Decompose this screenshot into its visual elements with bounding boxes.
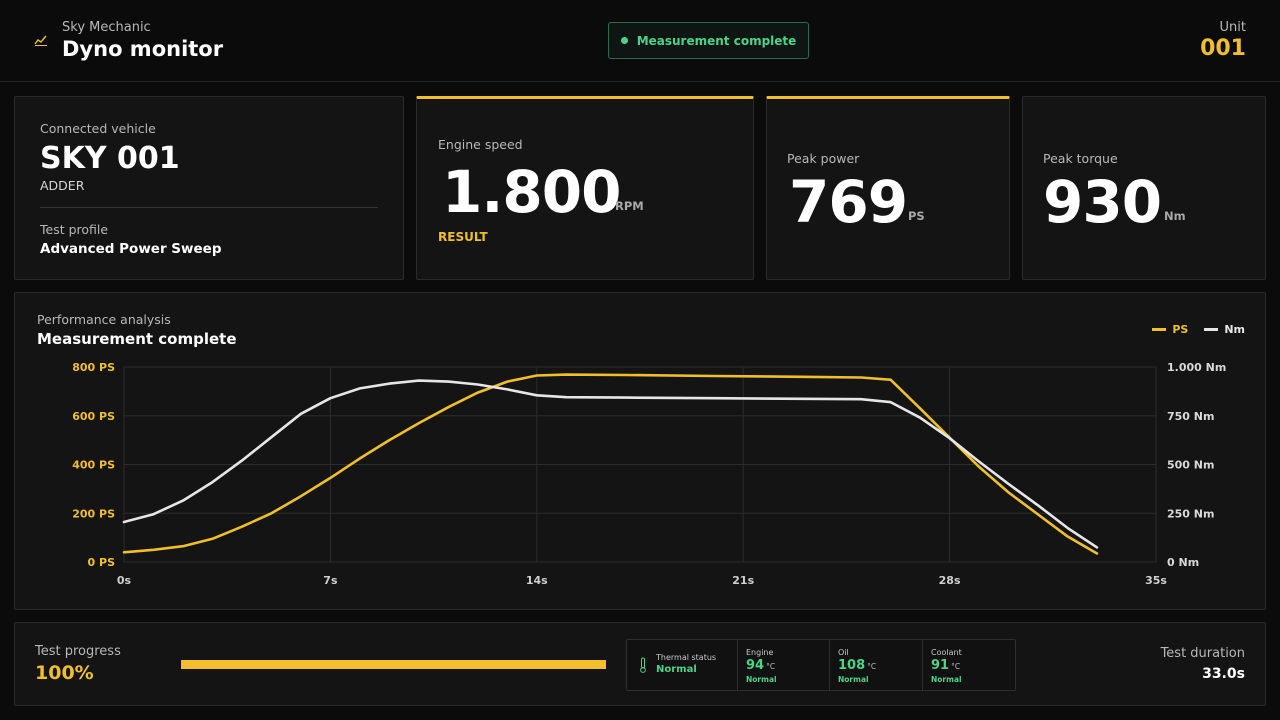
x-tick-label: 35s [1145, 574, 1167, 587]
legend-item-nm[interactable]: Nm [1204, 323, 1245, 336]
thermal-engine: Engine 94 °C Normal [738, 640, 830, 690]
status-badge: Measurement complete [608, 22, 809, 59]
engine-speed-card: Engine speed 1.800 RPM RESULT [416, 96, 754, 280]
app-header: Sky Mechanic Dyno monitor Measurement co… [0, 0, 1280, 82]
chart-title: Measurement complete [37, 330, 237, 348]
series-line-ps [122, 373, 1099, 555]
coolant-temp-unit: °C [951, 662, 961, 671]
legend-label-nm: Nm [1224, 323, 1245, 336]
brand-name: Sky Mechanic [62, 20, 151, 35]
thermal-status-panel: Thermal status Normal Engine 94 °C Normal… [626, 639, 1016, 691]
engine-temp-state: Normal [746, 675, 777, 684]
coolant-temp-value: 91 °C [931, 658, 960, 673]
coolant-temp-state: Normal [931, 675, 962, 684]
thermometer-icon [640, 657, 646, 673]
progress-value: 100% [35, 662, 94, 684]
oil-temp-unit: °C [867, 662, 877, 671]
progress-label: Test progress [35, 644, 121, 659]
peak-torque-card: Peak torque 930 Nm [1022, 96, 1266, 280]
peak-torque-unit: Nm [1164, 209, 1186, 223]
peak-power-unit: PS [908, 209, 925, 223]
engine-temp-label: Engine [746, 648, 774, 657]
legend-swatch-nm [1204, 328, 1219, 331]
peak-torque-label: Peak torque [1043, 151, 1118, 166]
legend-item-ps[interactable]: PS [1152, 323, 1188, 336]
y-right-tick-label: 750 Nm [1167, 410, 1214, 423]
y-right-tick-label: 1.000 Nm [1167, 361, 1226, 374]
thermal-oil: Oil 108 °C Normal [830, 640, 923, 690]
oil-temp-label: Oil [838, 648, 849, 657]
y-right-tick-label: 0 Nm [1167, 556, 1199, 569]
thermal-coolant: Coolant 91 °C Normal [923, 640, 1015, 690]
footer-panel: Test progress 100% Thermal status Normal… [14, 622, 1266, 706]
y-right-tick-label: 500 Nm [1167, 459, 1214, 472]
thermal-title: Thermal status [656, 653, 717, 662]
x-tick-label: 14s [526, 574, 548, 587]
oil-temp-number: 108 [838, 658, 866, 673]
thermal-summary: Thermal status Normal [627, 640, 738, 690]
y-left-tick-label: 400 PS [72, 459, 115, 472]
profile-value: Advanced Power Sweep [40, 241, 222, 257]
engine-speed-value: 1.800 [442, 158, 621, 226]
x-tick-label: 21s [732, 574, 754, 587]
oil-temp-state: Normal [838, 675, 869, 684]
engine-temp-value: 94 °C [746, 658, 775, 673]
page-title: Dyno monitor [62, 37, 224, 61]
unit-value: 001 [1200, 36, 1246, 61]
vehicle-label: Connected vehicle [40, 121, 156, 136]
peak-power-label: Peak power [787, 151, 860, 166]
vehicle-card: Connected vehicle SKY 001 ADDER Test pro… [14, 96, 404, 280]
result-tag: RESULT [438, 230, 488, 244]
engine-speed-unit: RPM [615, 199, 644, 213]
chart-line-icon [34, 35, 47, 46]
oil-temp-value: 108 °C [838, 658, 876, 673]
chart-subtitle: Performance analysis [37, 312, 171, 327]
chart-legend: PS Nm [1152, 323, 1245, 336]
coolant-temp-number: 91 [931, 658, 950, 673]
divider [40, 207, 378, 208]
performance-chart-panel: Performance analysis Measurement complet… [14, 292, 1266, 610]
y-left-tick-label: 800 PS [72, 361, 115, 374]
legend-swatch-ps [1152, 328, 1167, 331]
coolant-temp-label: Coolant [931, 648, 962, 657]
engine-temp-unit: °C [766, 662, 776, 671]
x-tick-label: 0s [117, 574, 132, 587]
progress-bar [181, 660, 606, 669]
y-left-tick-label: 200 PS [72, 507, 115, 520]
profile-label: Test profile [40, 222, 109, 237]
y-left-tick-label: 600 PS [72, 410, 115, 423]
progress-bar-fill [181, 660, 606, 669]
y-left-tick-label: 0 PS [88, 556, 116, 569]
duration-value: 33.0s [1202, 666, 1245, 682]
vehicle-name: SKY 001 [40, 141, 180, 176]
status-text: Measurement complete [636, 33, 797, 48]
engine-temp-number: 94 [746, 658, 765, 673]
legend-label-ps: PS [1172, 323, 1189, 336]
y-right-tick-label: 250 Nm [1167, 507, 1214, 520]
peak-torque-value: 930 [1043, 168, 1162, 236]
performance-chart[interactable]: 0 PS 0 Nm 200 PS 250 Nm 400 PS 500 Nm 600 PS 75… [15, 293, 1265, 609]
thermal-state: Normal [656, 664, 697, 675]
status-dot-icon [620, 37, 628, 44]
series-line-nm [122, 379, 1099, 549]
duration-label: Test duration [1160, 646, 1245, 661]
vehicle-model: ADDER [40, 178, 85, 193]
peak-power-card: Peak power 769 PS [766, 96, 1010, 280]
engine-speed-label: Engine speed [438, 137, 523, 152]
peak-power-value: 769 [789, 168, 908, 236]
x-tick-label: 28s [939, 574, 961, 587]
unit-label: Unit [1219, 20, 1246, 35]
x-tick-label: 7s [323, 574, 338, 587]
